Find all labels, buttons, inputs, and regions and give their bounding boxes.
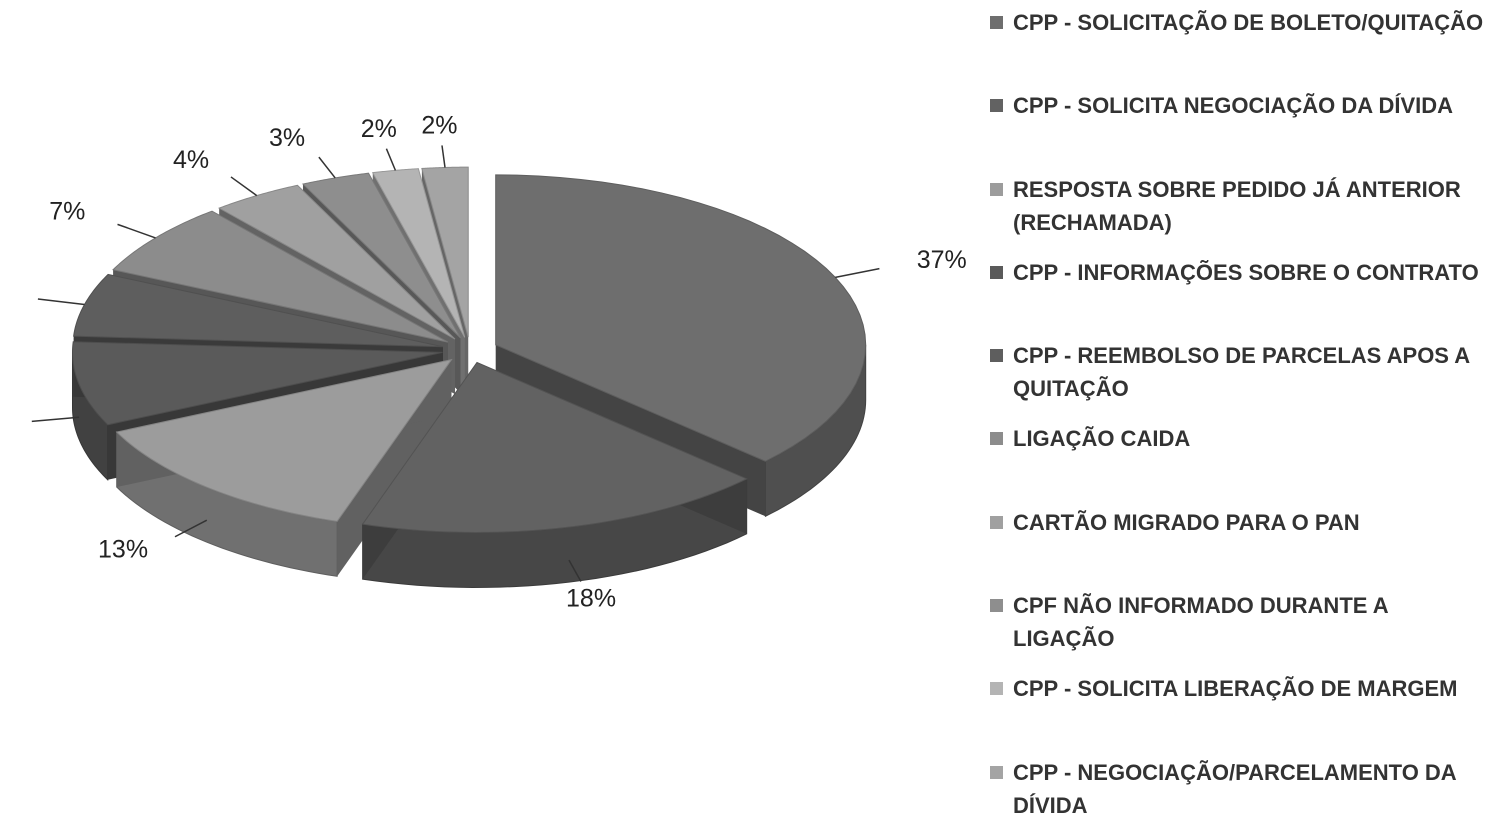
- slice: [361, 361, 748, 533]
- data-label: 3%: [269, 124, 305, 152]
- legend-item: LIGAÇÃO CAIDA: [990, 422, 1485, 505]
- leader-line: [441, 145, 446, 168]
- slice: [495, 174, 867, 462]
- legend-swatch: [990, 182, 1003, 196]
- legend-item: CPP - SOLICITAÇÃO DE BOLETO/QUITAÇÃO: [990, 6, 1485, 89]
- legend-label: CPP - NEGOCIAÇÃO/PARCELAMENTO DA DÍVIDA: [1013, 759, 1456, 818]
- leader-line: [568, 559, 582, 582]
- leader-line: [117, 223, 156, 239]
- slice: [301, 172, 461, 339]
- leader-line: [174, 519, 208, 538]
- data-label: 2%: [421, 111, 457, 139]
- legend-label: LIGAÇÃO CAIDA: [1013, 426, 1191, 452]
- legend-item: CPP - NEGOCIAÇÃO/PARCELAMENTO DA DÍVIDA: [990, 756, 1485, 839]
- legend-swatch: [990, 265, 1003, 279]
- legend-swatch: [990, 515, 1003, 529]
- leader-line: [31, 416, 80, 423]
- legend-label: CPP - SOLICITAÇÃO DE BOLETO/QUITAÇÃO: [1013, 10, 1484, 35]
- legend-label: CARTÃO MIGRADO PARA O PAN: [1013, 509, 1360, 535]
- legend-item: CPP - SOLICITA LIBERAÇÃO DE MARGEM: [990, 672, 1485, 755]
- data-label: 18%: [566, 584, 616, 612]
- leader-line: [385, 148, 397, 171]
- slice: [421, 166, 469, 338]
- slice: [361, 361, 748, 588]
- legend-label: CPP - REEMBOLSO DE PARCELAS APOS A QUITA…: [1013, 343, 1470, 402]
- legend-item: CPP - SOLICITA NEGOCIAÇÃO DA DÍVIDA: [990, 89, 1485, 172]
- data-label: 13%: [98, 535, 148, 563]
- legend-label: RESPOSTA SOBRE PEDIDO JÁ ANTERIOR (RECHA…: [1013, 176, 1461, 235]
- legend-item: CPP - INFORMAÇÕES SOBRE O CONTRATO: [990, 256, 1485, 339]
- chart: 37%18%13%8%6%7%4%3%2%2%: [31, 111, 967, 612]
- data-label: 4%: [173, 146, 209, 174]
- legend-swatch: [990, 349, 1003, 363]
- legend-label: CPF NÃO INFORMADO DURANTE A LIGAÇÃO: [1013, 593, 1388, 652]
- legend: CPP - SOLICITAÇÃO DE BOLETO/QUITAÇÃO CPP …: [990, 6, 1485, 839]
- leader-line: [230, 176, 258, 197]
- legend-label: CPP - SOLICITA NEGOCIAÇÃO DA DÍVIDA: [1013, 93, 1454, 119]
- page: 37%18%13%8%6%7%4%3%2%2% CPP - SOLICITAÇÃ…: [31, 10, 1484, 818]
- slice: [115, 358, 453, 522]
- data-label: 7%: [49, 198, 85, 226]
- legend-swatch: [990, 765, 1003, 779]
- legend-swatch: [990, 16, 1003, 29]
- legend-label: CPP - SOLICITA LIBERAÇÃO DE MARGEM: [1013, 676, 1458, 702]
- leader-line: [835, 267, 880, 279]
- legend-item: CARTÃO MIGRADO PARA O PAN: [990, 506, 1485, 589]
- legend-item: CPP - REEMBOLSO DE PARCELAS APOS A QUITA…: [990, 339, 1485, 422]
- legend-label: CPP - INFORMAÇÕES SOBRE O CONTRATO: [1013, 259, 1479, 285]
- data-label: 37%: [917, 246, 967, 274]
- legend-swatch: [990, 432, 1003, 446]
- data-label: 2%: [361, 115, 397, 143]
- legend-item: CPF NÃO INFORMADO DURANTE A LIGAÇÃO: [990, 589, 1485, 672]
- legend-item: RESPOSTA SOBRE PEDIDO JÁ ANTERIOR (RECHA…: [990, 173, 1485, 256]
- leader-line: [318, 156, 336, 179]
- slice: [115, 358, 453, 577]
- slice: [71, 341, 443, 426]
- legend-swatch: [990, 99, 1003, 113]
- leader-line: [37, 298, 85, 306]
- legend-swatch: [990, 682, 1003, 696]
- legend-swatch: [990, 599, 1003, 613]
- slice: [73, 273, 443, 348]
